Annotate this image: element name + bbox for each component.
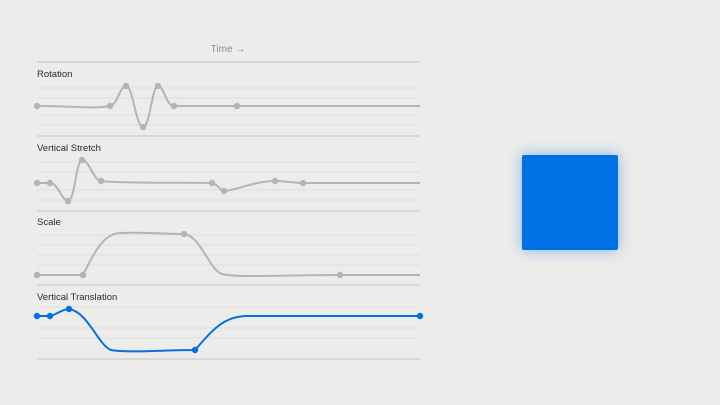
track-vertical-translation: [33, 305, 424, 360]
keyframe-dot[interactable]: [208, 179, 216, 187]
keyframe-dot[interactable]: [154, 82, 162, 90]
keyframe-dot[interactable]: [79, 271, 87, 279]
track-rotation: [33, 82, 420, 137]
keyframe-dot[interactable]: [191, 346, 199, 354]
keyframe-dot[interactable]: [33, 271, 41, 279]
keyframe-dot[interactable]: [46, 179, 54, 187]
keyframe-dot[interactable]: [122, 82, 130, 90]
vertical-translation-curve: [37, 307, 420, 353]
scale-curve: [37, 231, 420, 278]
keyframe-dot[interactable]: [78, 156, 86, 164]
track-label-vertical-translation: Vertical Translation: [37, 292, 118, 303]
keyframe-dot[interactable]: [139, 123, 147, 131]
keyframe-dot[interactable]: [299, 179, 307, 187]
keyframe-dot[interactable]: [33, 102, 41, 110]
track-label-vertical-stretch: Vertical Stretch: [37, 143, 101, 154]
time-axis-label: Time →: [196, 44, 260, 55]
keyframe-dot[interactable]: [416, 312, 424, 320]
time-axis-text: Time: [210, 44, 233, 55]
track-label-scale: Scale: [37, 217, 61, 228]
track-scale: [33, 230, 420, 286]
keyframe-dot[interactable]: [33, 312, 41, 320]
keyframe-dot[interactable]: [106, 102, 114, 110]
keyframe-dot[interactable]: [180, 230, 188, 238]
keyframe-dot[interactable]: [336, 271, 344, 279]
keyframe-dot[interactable]: [271, 177, 279, 185]
animated-square: [522, 155, 618, 250]
keyframe-dot[interactable]: [170, 102, 178, 110]
keyframe-dot[interactable]: [64, 197, 72, 205]
keyframe-dot[interactable]: [220, 187, 228, 195]
arrow-right-icon: →: [235, 44, 246, 55]
keyframe-dot[interactable]: [33, 179, 41, 187]
keyframe-dot[interactable]: [65, 305, 73, 313]
keyframe-dot[interactable]: [97, 177, 105, 185]
track-label-rotation: Rotation: [37, 69, 73, 80]
vertical-stretch-curve: [37, 158, 420, 203]
rotation-curve: [36, 84, 420, 129]
keyframe-dot[interactable]: [233, 102, 241, 110]
track-vertical-stretch: [33, 156, 420, 212]
keyframe-dot[interactable]: [46, 312, 54, 320]
